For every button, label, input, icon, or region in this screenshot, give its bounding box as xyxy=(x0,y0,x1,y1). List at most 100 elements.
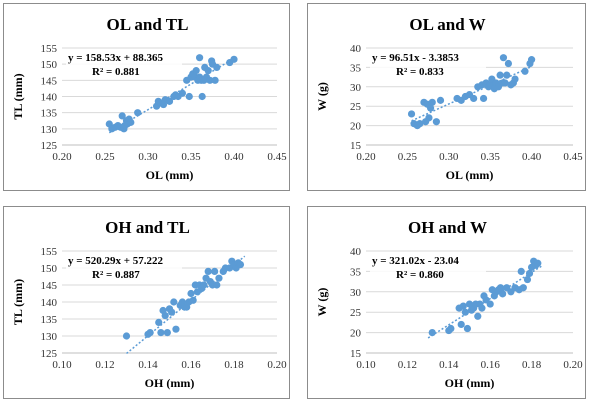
y-tick-label: 125 xyxy=(41,348,58,360)
data-point xyxy=(146,329,154,337)
trendline-equation: y = 520.29x + 57.222 xyxy=(68,255,164,267)
data-point xyxy=(161,312,169,320)
data-point xyxy=(436,96,445,104)
x-tick-label: 0.20 xyxy=(563,359,583,371)
data-point xyxy=(525,269,534,278)
data-point xyxy=(157,329,165,337)
equation-backdrop xyxy=(66,51,182,79)
x-tick-label: 0.25 xyxy=(398,151,418,163)
data-point xyxy=(206,76,214,84)
y-tick-label: 20 xyxy=(350,328,362,340)
data-point xyxy=(432,118,440,126)
data-point xyxy=(155,318,163,326)
data-point xyxy=(236,261,245,269)
x-tick-label: 0.30 xyxy=(439,151,459,163)
x-axis-title: OH (mm) xyxy=(145,376,195,390)
y-axis-title: TL (mm) xyxy=(11,279,25,325)
y-tick-label: 15 xyxy=(350,348,362,360)
x-tick-label: 0.40 xyxy=(522,151,542,163)
data-point xyxy=(200,281,208,289)
y-tick-label: 145 xyxy=(41,75,58,87)
y-tick-label: 15 xyxy=(350,140,362,152)
data-point xyxy=(478,304,486,312)
chart-panel-oh-w: OH and W 15 20 25 30 35 40 0.10 0.12 0.14 0.16 0.18… xyxy=(307,206,586,399)
x-axis-title: OL (mm) xyxy=(146,168,194,182)
y-tick-label: 145 xyxy=(41,280,58,292)
data-point xyxy=(204,67,212,75)
y-tick-label: 30 xyxy=(350,82,362,94)
trendline xyxy=(427,265,543,339)
y-axis-title: W (g) xyxy=(315,82,329,111)
data-point xyxy=(213,63,221,71)
data-point xyxy=(407,110,416,118)
x-tick-label: 0.35 xyxy=(481,151,501,163)
y-tick-label: 25 xyxy=(350,101,362,113)
data-point xyxy=(134,109,142,117)
y-tick-label: 135 xyxy=(41,108,58,120)
data-point xyxy=(501,79,509,87)
x-tick-label: 0.20 xyxy=(356,151,376,163)
y-tick-label: 140 xyxy=(41,92,58,104)
chart-oh-tl: OH and TL 125 130 135 140 145 150 155 0.10 0.12 0.… xyxy=(11,218,287,390)
x-tick-label: 0.30 xyxy=(138,151,158,163)
data-point xyxy=(213,281,221,289)
y-tick-label: 20 xyxy=(350,121,362,133)
data-point xyxy=(426,104,435,112)
x-tick-label: 0.10 xyxy=(52,359,72,371)
y-tick-label: 30 xyxy=(350,287,362,299)
data-point xyxy=(172,325,180,333)
x-axis-title: OL (mm) xyxy=(446,168,494,182)
y-tick-label: 40 xyxy=(350,43,362,55)
x-tick-label: 0.16 xyxy=(481,359,501,371)
y-tick-label: 40 xyxy=(350,246,362,258)
data-point xyxy=(204,267,212,275)
data-point xyxy=(425,114,433,122)
data-point xyxy=(165,97,174,105)
data-point xyxy=(521,67,529,75)
y-tick-label: 130 xyxy=(41,124,58,136)
data-point xyxy=(499,290,507,298)
data-point xyxy=(185,92,193,101)
chart-panel-oh-tl: OH and TL 125 130 135 140 145 150 155 0.10 0.12 0.… xyxy=(3,206,290,399)
data-point xyxy=(211,267,219,275)
data-point xyxy=(189,296,197,304)
data-point xyxy=(230,55,238,63)
data-point xyxy=(447,324,455,333)
data-point xyxy=(196,54,204,62)
equation-backdrop xyxy=(370,254,486,282)
data-point xyxy=(463,324,472,333)
x-tick-label: 0.20 xyxy=(267,359,287,371)
data-point xyxy=(459,302,467,310)
y-tick-label: 135 xyxy=(41,314,58,326)
data-point xyxy=(215,274,223,282)
chart-title: OH and W xyxy=(408,218,487,237)
data-point xyxy=(479,94,488,103)
y-tick-label: 140 xyxy=(41,297,58,309)
equation-backdrop xyxy=(370,51,486,79)
equation-backdrop xyxy=(66,254,182,282)
data-point xyxy=(187,289,195,298)
data-point xyxy=(496,71,504,79)
chart-panel-ol-w: OL and W 15 20 25 30 35 40 0.20 0.25 0.30 0.35 0.40… xyxy=(307,3,586,191)
r-squared-label: R² = 0.887 xyxy=(92,269,140,281)
chart-title: OH and TL xyxy=(105,218,190,237)
data-point xyxy=(168,308,176,316)
x-axis-title: OH (mm) xyxy=(445,376,495,390)
data-point xyxy=(534,259,542,267)
x-tick-label: 0.35 xyxy=(181,151,201,163)
data-point xyxy=(461,308,469,316)
y-tick-label: 150 xyxy=(41,59,58,71)
data-point xyxy=(528,56,536,64)
chart-title: OL and W xyxy=(409,15,485,34)
data-point xyxy=(474,312,482,320)
y-axis-title: W (g) xyxy=(315,288,329,317)
x-tick-label: 0.45 xyxy=(563,151,583,163)
y-tick-label: 130 xyxy=(41,331,58,343)
r-squared-label: R² = 0.833 xyxy=(396,66,444,78)
chart-panel-ol-tl: OL and TL 125 130 135 140 145 150 155 0.20 0.25 0.… xyxy=(3,3,290,191)
data-point xyxy=(118,112,126,120)
data-point xyxy=(496,284,505,292)
data-point xyxy=(163,329,171,337)
data-point xyxy=(523,275,532,284)
y-tick-label: 150 xyxy=(41,263,58,275)
